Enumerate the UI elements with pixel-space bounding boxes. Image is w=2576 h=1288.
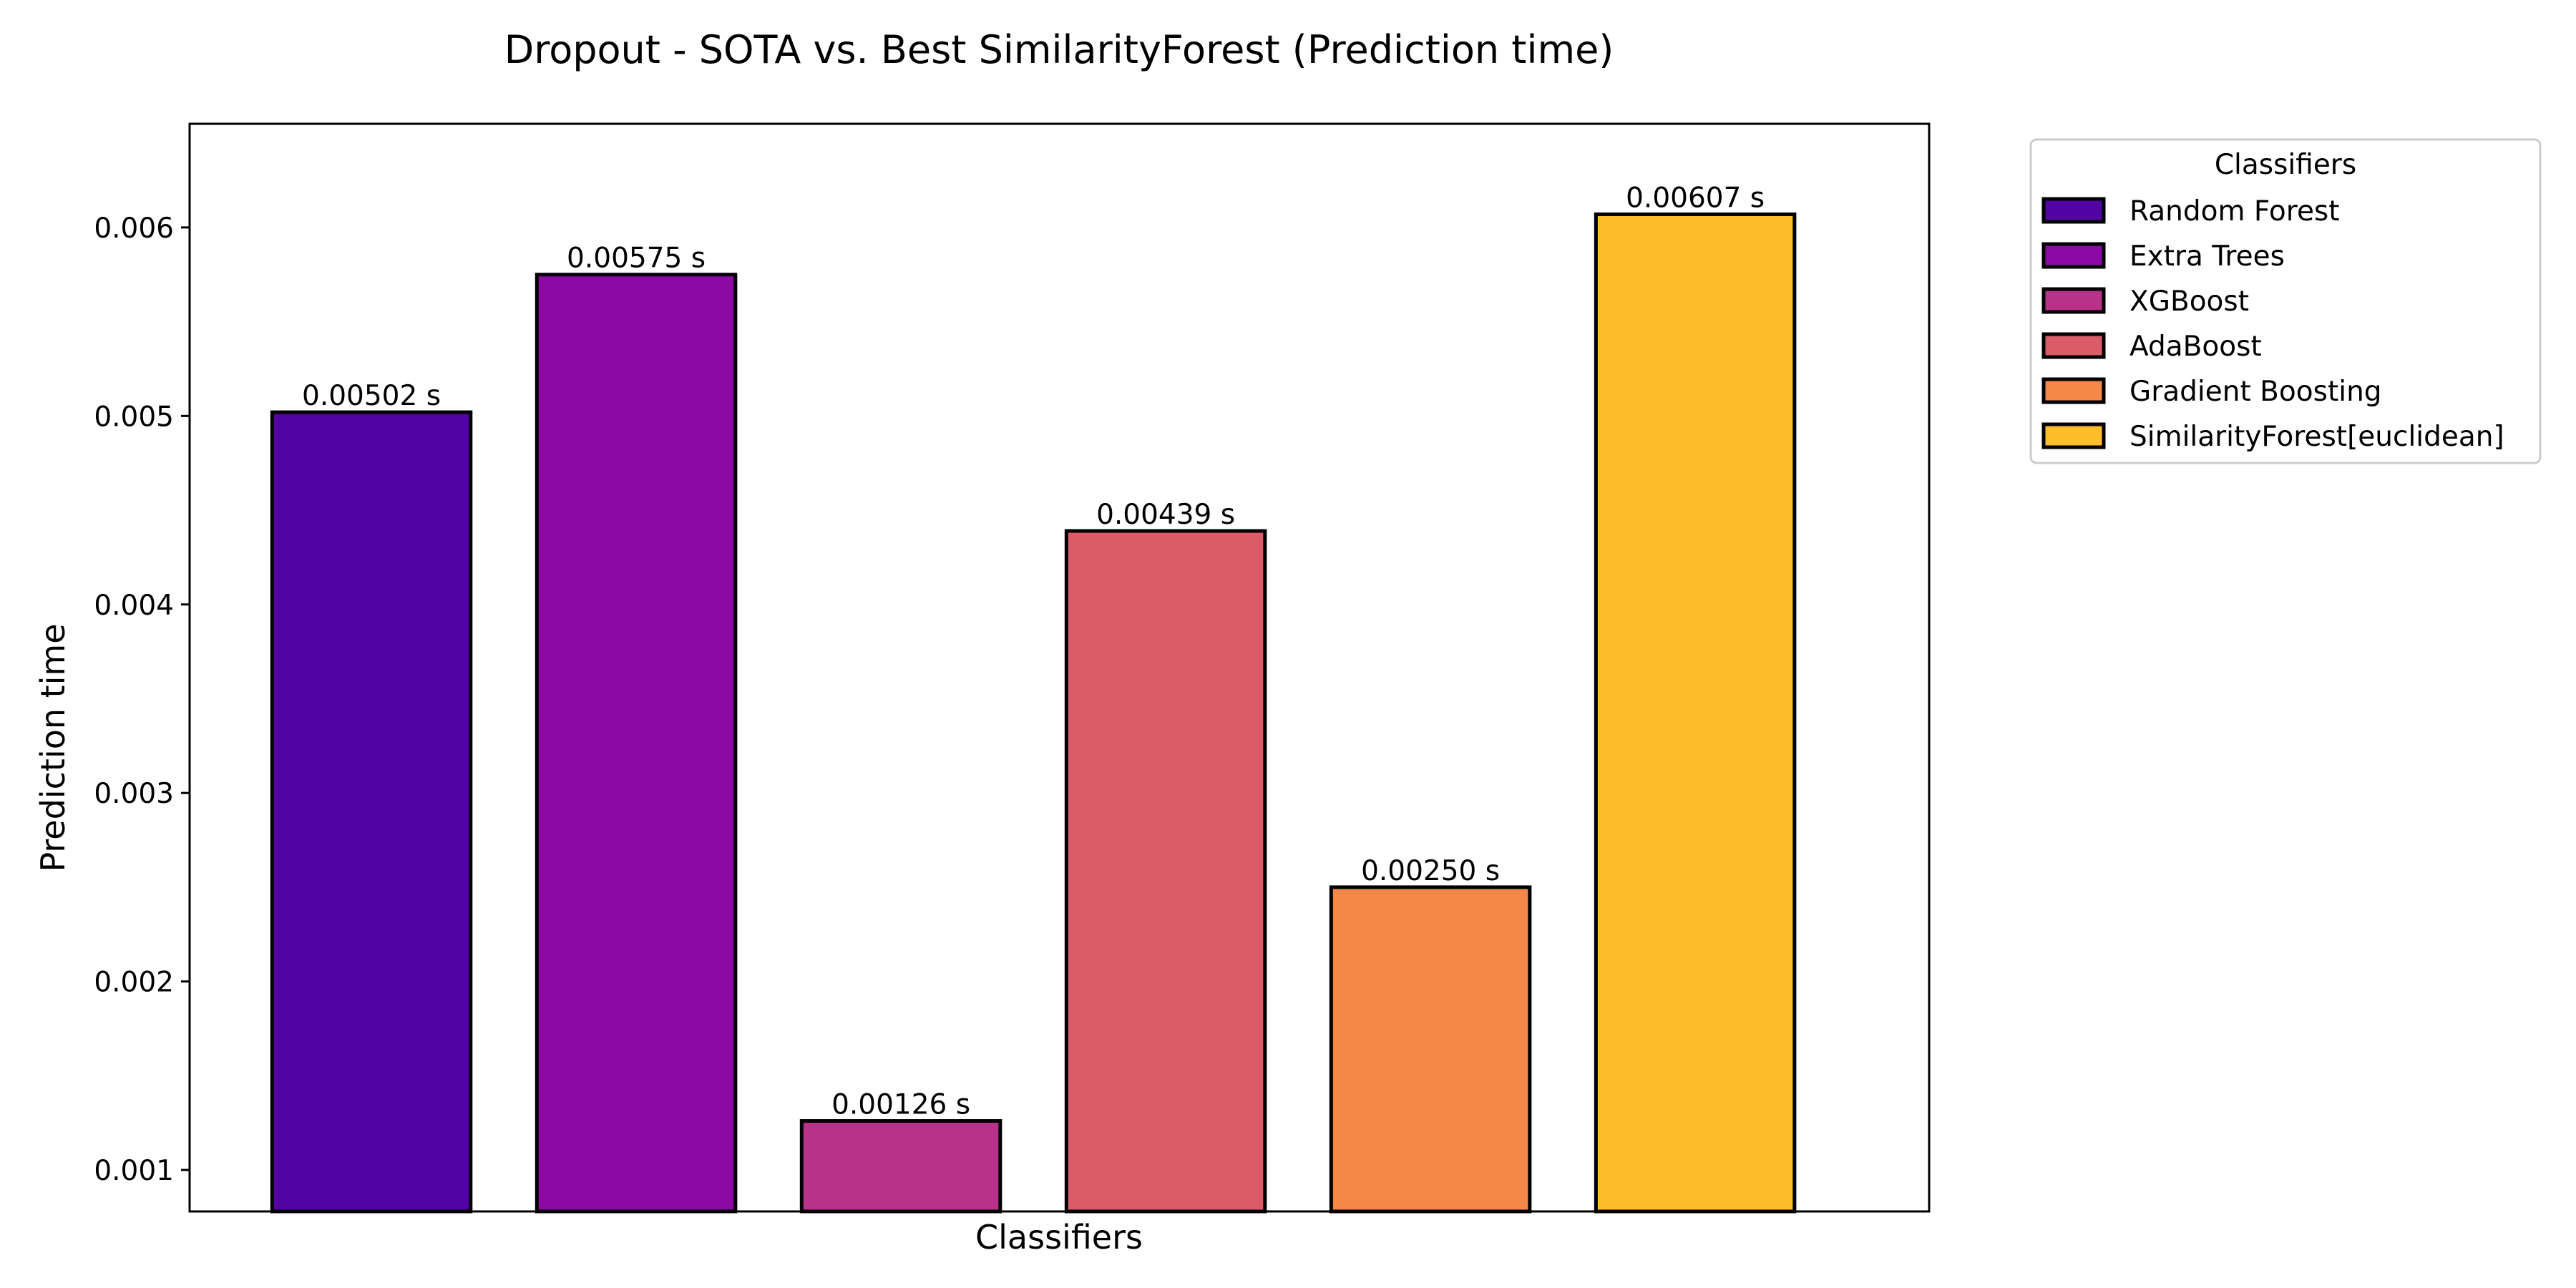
legend-swatch-similarityforest-euclidean (2041, 422, 2106, 449)
bar-value-label-random-forest: 0.00502 s (302, 380, 441, 412)
bar-extra-trees (535, 273, 738, 1214)
bars-group (270, 212, 1797, 1214)
bar-value-label-gradient-boosting: 0.00250 s (1361, 855, 1500, 887)
legend-swatch-extra-trees (2041, 242, 2106, 269)
bar-value-label-xgboost: 0.00126 s (831, 1089, 970, 1121)
bar-random-forest (270, 410, 473, 1214)
plot-frame (188, 122, 1931, 1213)
legend-label-extra-trees: Extra Trees (2129, 240, 2285, 273)
legend-swatch-gradient-boosting (2041, 377, 2106, 404)
bar-value-label-extra-trees: 0.00575 s (567, 243, 706, 275)
y-tick-label: 0.001 (94, 1155, 174, 1187)
legend-title: Classifiers (2215, 149, 2356, 181)
legend-swatch-xgboost (2041, 287, 2106, 314)
bar-gradient-boosting (1329, 885, 1532, 1214)
legend-label-random-forest: Random Forest (2129, 195, 2340, 228)
y-tick-label: 0.003 (94, 778, 174, 810)
bar-value-label-adaboost: 0.00439 s (1096, 499, 1235, 531)
bar-value-label-similarityforest-euclidean: 0.00607 s (1626, 182, 1765, 214)
y-tick-label: 0.006 (94, 213, 174, 245)
y-tick-label: 0.004 (94, 590, 174, 622)
bar-labels-group: 0.00502 s 0.00575 s 0.00126 s 0.00439 s 0.00… (302, 182, 1765, 1121)
legend-label-similarityforest-euclidean: SimilarityForest[euclidean] (2129, 421, 2504, 453)
chart-title: Dropout - SOTA vs. Best SimilarityForest… (504, 27, 1614, 72)
legend-label-adaboost: AdaBoost (2129, 331, 2262, 363)
y-tick-label: 0.005 (94, 401, 174, 433)
legend: Classifiers Random Forest Extra Trees XGBo… (2029, 138, 2542, 464)
bar-adaboost (1064, 529, 1267, 1214)
legend-entries: Random Forest Extra Trees XGBoost AdaBoost G… (2041, 195, 2504, 453)
y-axis-ticks: 0.001 0.002 0.003 0.004 0.005 0.006 (94, 213, 190, 1187)
y-axis-label: Prediction time (34, 623, 72, 872)
legend-box (2029, 138, 2542, 464)
legend-swatch-random-forest (2041, 197, 2106, 224)
legend-swatch-adaboost (2041, 332, 2106, 359)
legend-label-xgboost: XGBoost (2129, 286, 2249, 318)
y-tick-label: 0.002 (94, 967, 174, 999)
legend-label-gradient-boosting: Gradient Boosting (2129, 376, 2382, 408)
bar-similarityforest-euclidean (1594, 212, 1797, 1214)
x-axis-label: Classifiers (975, 1218, 1143, 1257)
bar-xgboost (799, 1119, 1002, 1214)
